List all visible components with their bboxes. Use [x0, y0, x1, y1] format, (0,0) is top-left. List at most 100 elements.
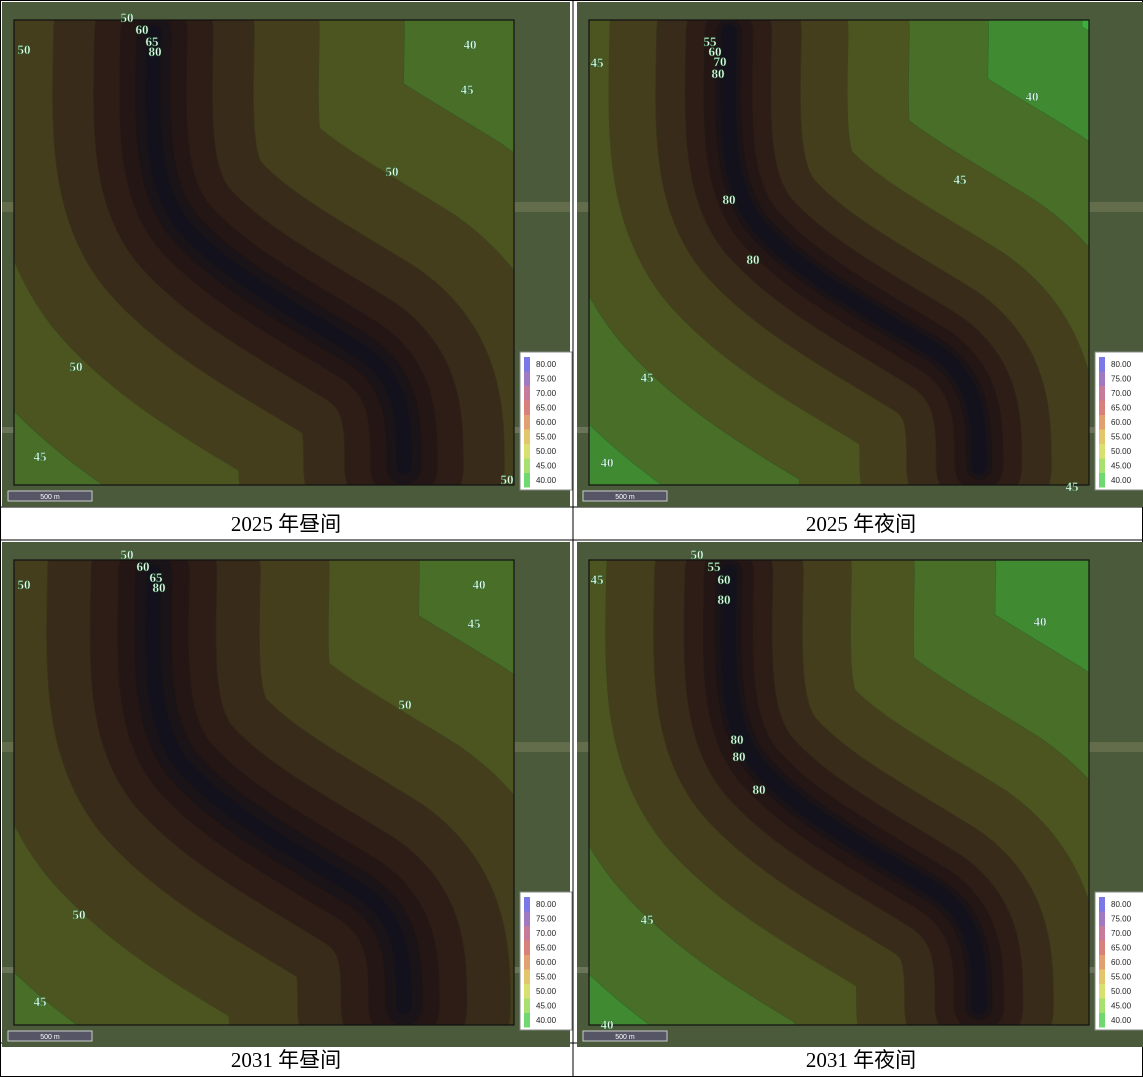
legend-label: 50.00	[1111, 987, 1132, 996]
contour-label: 80	[153, 580, 166, 595]
contour-label: 50	[399, 697, 412, 712]
contour-label: 80	[731, 732, 744, 747]
figure: 506065805040455050455080.0075.0070.0065.…	[0, 0, 1143, 1077]
legend-label: 65.00	[536, 404, 557, 413]
legend-label: 80.00	[1111, 360, 1132, 369]
legend-swatch	[524, 459, 530, 474]
contour-label: 50	[18, 577, 31, 592]
legend-label: 40.00	[1111, 1016, 1132, 1025]
contour-layer	[14, 560, 514, 1025]
contour-label: 80	[723, 192, 736, 207]
contour-label: 50	[73, 907, 86, 922]
legend-label: 50.00	[1111, 447, 1132, 456]
legend-label: 65.00	[1111, 944, 1132, 953]
contour-label: 80	[733, 749, 746, 764]
contour-label: 60	[718, 572, 731, 587]
contour-label: 50	[501, 472, 514, 487]
contour-label: 50	[70, 359, 83, 374]
legend-label: 40.00	[536, 476, 557, 485]
legend-label: 65.00	[1111, 404, 1132, 413]
contour-label: 45	[1066, 479, 1080, 494]
legend-label: 45.00	[1111, 462, 1132, 471]
legend-label: 55.00	[1111, 433, 1132, 442]
legend-swatch	[524, 897, 530, 912]
legend-swatch	[524, 912, 530, 927]
contour-layer	[14, 20, 514, 485]
contour-label: 80	[753, 782, 766, 797]
legend-label: 60.00	[536, 958, 557, 967]
legend-swatch	[524, 955, 530, 970]
panel-caption: 2031 年昼间	[231, 1048, 341, 1072]
legend-swatch	[1099, 386, 1105, 401]
contour-label: 45	[591, 55, 605, 70]
legend-swatch	[1099, 926, 1105, 941]
scale-bar-label: 500 m	[615, 1034, 635, 1041]
contour-label: 45	[641, 370, 655, 385]
contour-label: 45	[34, 994, 48, 1009]
legend-label: 50.00	[536, 987, 557, 996]
legend-swatch	[1099, 401, 1105, 416]
legend-swatch	[1099, 941, 1105, 956]
legend-swatch	[524, 386, 530, 401]
contour-label: 45	[34, 449, 48, 464]
legend-label: 55.00	[536, 973, 557, 982]
legend-label: 70.00	[1111, 929, 1132, 938]
legend-label: 60.00	[1111, 958, 1132, 967]
contour-label: 45	[468, 616, 482, 631]
legend-swatch	[524, 970, 530, 985]
contour-label: 45	[461, 82, 475, 97]
legend-swatch	[524, 941, 530, 956]
legend-swatch	[524, 430, 530, 445]
panel-caption: 2025 年昼间	[231, 512, 341, 536]
contour-layer	[589, 560, 1089, 1025]
contour-label: 80	[747, 252, 760, 267]
panel-caption: 2031 年夜间	[806, 1048, 916, 1072]
legend-label: 70.00	[536, 389, 557, 398]
legend-label: 40.00	[1111, 476, 1132, 485]
legend-swatch	[1099, 473, 1105, 488]
legend-swatch	[524, 926, 530, 941]
legend-label: 80.00	[536, 900, 557, 909]
legend-swatch	[1099, 430, 1105, 445]
legend-swatch	[1099, 372, 1105, 387]
legend-swatch	[1099, 970, 1105, 985]
map-panel: 55607080454045808045404580.0075.0070.006…	[577, 2, 1143, 507]
legend-label: 45.00	[1111, 1002, 1132, 1011]
panel-caption: 2025 年夜间	[806, 512, 916, 536]
contour-label: 40	[1034, 614, 1047, 629]
map-panel: 505560804540808080454080.0075.0070.0065.…	[577, 542, 1143, 1047]
contour-label: 80	[712, 66, 725, 81]
legend-label: 75.00	[1111, 375, 1132, 384]
legend-swatch	[1099, 999, 1105, 1014]
contour-label: 50	[386, 164, 399, 179]
contour-label: 45	[591, 572, 605, 587]
legend-swatch	[524, 415, 530, 430]
contour-label: 80	[718, 592, 731, 607]
legend-label: 75.00	[1111, 915, 1132, 924]
contour-label: 45	[954, 172, 968, 187]
contour-layer	[589, 20, 1089, 485]
contour-label: 40	[601, 455, 614, 470]
legend-swatch	[524, 357, 530, 372]
contour-label: 80	[149, 44, 162, 59]
legend-swatch	[1099, 955, 1105, 970]
contour-label: 50	[18, 42, 31, 57]
legend-swatch	[524, 1013, 530, 1028]
legend-label: 50.00	[536, 447, 557, 456]
legend-label: 55.00	[1111, 973, 1132, 982]
scale-bar-label: 500 m	[40, 1034, 60, 1041]
legend-swatch	[524, 401, 530, 416]
legend-swatch	[524, 984, 530, 999]
legend-label: 65.00	[536, 944, 557, 953]
legend-swatch	[1099, 415, 1105, 430]
legend-swatch	[524, 473, 530, 488]
map-panel: 5060658050404550504580.0075.0070.0065.00…	[2, 542, 572, 1047]
contour-label: 60	[137, 559, 150, 574]
scale-bar-label: 500 m	[40, 494, 60, 501]
legend-swatch	[1099, 444, 1105, 459]
contour-label: 40	[464, 37, 477, 52]
contour-label: 50	[121, 10, 134, 25]
legend-swatch	[524, 999, 530, 1014]
legend-swatch	[1099, 1013, 1105, 1028]
